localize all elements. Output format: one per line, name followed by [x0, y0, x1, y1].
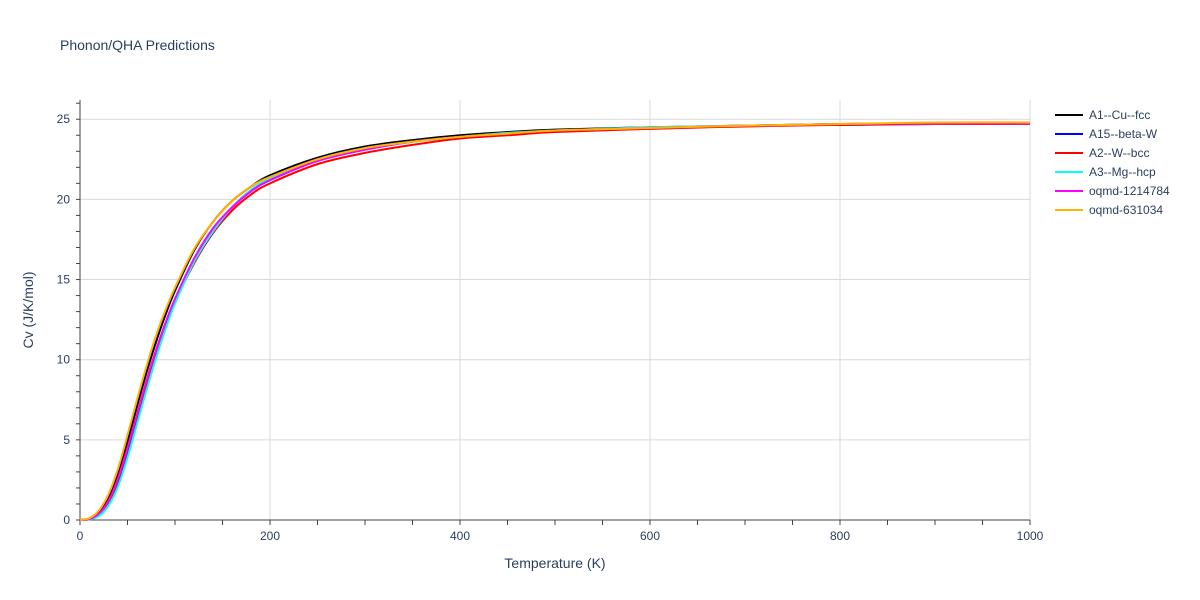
legend-label: oqmd-631034: [1089, 203, 1163, 217]
x-tick-label: 800: [830, 529, 850, 543]
legend-item[interactable]: oqmd-631034: [1055, 203, 1163, 217]
legend-item[interactable]: oqmd-1214784: [1055, 184, 1170, 198]
series-line-0: [79, 121, 1031, 521]
tick-labels: 0 200 400 600 800 1000 0 5 10 15 20 25: [57, 112, 1044, 543]
y-tick-label: 5: [63, 433, 70, 447]
series-line-1: [79, 122, 1031, 521]
x-tick-label: 1000: [1017, 529, 1044, 543]
legend-label: oqmd-1214784: [1089, 184, 1170, 198]
y-tick-label: 25: [57, 112, 71, 126]
series-line-2: [79, 122, 1031, 521]
y-tick-label: 10: [57, 353, 71, 367]
x-tick-label: 600: [640, 529, 660, 543]
legend[interactable]: A1--Cu--fcc A15--beta-W A2--W--bcc A3--Mg--…: [1055, 108, 1170, 217]
legend-label: A1--Cu--fcc: [1089, 108, 1150, 122]
x-tick-label: 0: [77, 529, 84, 543]
y-axis-title: Cv (J/K/mol): [20, 272, 36, 349]
legend-item[interactable]: A1--Cu--fcc: [1055, 108, 1150, 122]
y-tick-label: 20: [57, 192, 71, 206]
legend-item[interactable]: A3--Mg--hcp: [1055, 165, 1156, 179]
legend-label: A15--beta-W: [1089, 127, 1158, 141]
x-axis-title: Temperature (K): [504, 555, 605, 571]
y-tick-label: 15: [57, 273, 71, 287]
plot-area: [79, 121, 1031, 521]
series-line-4: [79, 122, 1031, 521]
legend-item[interactable]: A2--W--bcc: [1055, 146, 1149, 160]
legend-label: A2--W--bcc: [1089, 146, 1149, 160]
y-tick-label: 0: [63, 513, 70, 527]
legend-item[interactable]: A15--beta-W: [1055, 127, 1158, 141]
gridlines: [80, 100, 1031, 520]
x-tick-label: 200: [260, 529, 280, 543]
chart-title: Phonon/QHA Predictions: [60, 37, 215, 53]
series-line-3: [79, 122, 1031, 521]
legend-label: A3--Mg--hcp: [1089, 165, 1156, 179]
x-tick-label: 400: [450, 529, 470, 543]
series-line-5: [79, 121, 1031, 521]
axes: [76, 100, 1031, 525]
